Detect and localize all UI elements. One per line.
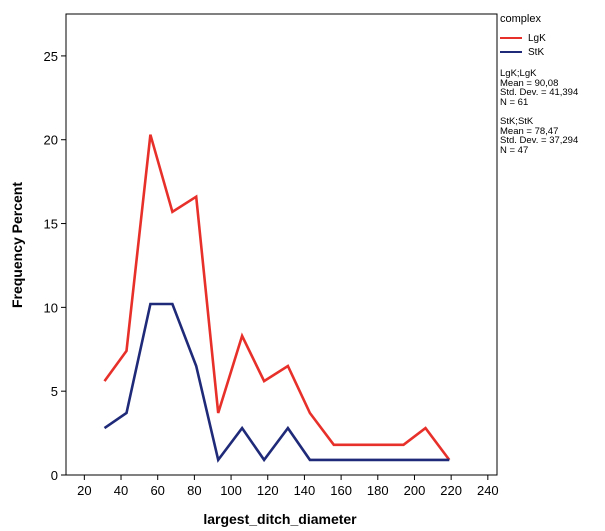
plot-frame [65,13,498,476]
x-tick-label: 120 [257,483,279,498]
x-tick-label: 180 [367,483,389,498]
stats-n: N = 61 [500,96,529,108]
x-tick-label: 20 [77,483,91,498]
legend-title: complex [500,13,541,25]
stats-mean: Mean = 78,47 [500,125,559,137]
y-tick-label: 25 [44,49,58,64]
series-lines [103,134,451,463]
y-tick-label: 10 [44,300,58,315]
x-tick-label: 220 [440,483,462,498]
x-tick-label: 80 [187,483,201,498]
legend-item-lgk: LgK [500,31,600,45]
stats-panel: LgK;LgK Mean = 90,08 Std. Dev. = 41,394 … [500,69,600,155]
stats-mean: Mean = 90,08 [500,77,559,89]
axes [65,13,498,476]
legend-label-lgk: LgK [528,32,546,44]
x-tick-label: 100 [220,483,242,498]
ticks: 20 40 60 80 100 120 140 160 180 200 220 240 0 5 10 15 20… [44,49,499,498]
stats-sd: Std. Dev. = 41,394 [500,87,579,98]
x-tick-label: 160 [330,483,352,498]
stats-block-stk: StK;StK Mean = 78,47 Std. Dev. = 37,294 … [500,117,600,155]
y-tick-label: 5 [51,384,58,399]
x-tick-label: 240 [477,483,499,498]
x-tick-label: 60 [150,483,164,498]
y-tick-label: 15 [44,217,58,232]
legend-swatch-stk [500,51,522,53]
stats-sd: Std. Dev. = 37,294 [500,135,579,146]
y-tick-label: 0 [51,468,58,483]
stats-n: N = 47 [500,144,529,156]
legend-label-stk: StK [528,46,545,58]
series-line-lgk [103,134,451,461]
x-tick-label: 140 [294,483,316,498]
legend-item-stk: StK [500,45,600,59]
legend: complex LgK StK LgK;LgK Mean = 90,08 Std… [500,14,600,165]
stats-block-lgk: LgK;LgK Mean = 90,08 Std. Dev. = 41,394 … [500,69,600,107]
stats-header: LgK;LgK [500,68,537,79]
stats-header: StK;StK [500,116,534,127]
y-tick-label: 20 [44,133,58,148]
x-tick-label: 40 [114,483,128,498]
legend-swatch-lgk [500,37,522,39]
x-tick-label: 200 [404,483,426,498]
x-axis-label: largest_ditch_diameter [203,511,357,527]
series-line-stk [103,302,450,463]
y-axis-label: Frequency Percent [9,182,25,308]
